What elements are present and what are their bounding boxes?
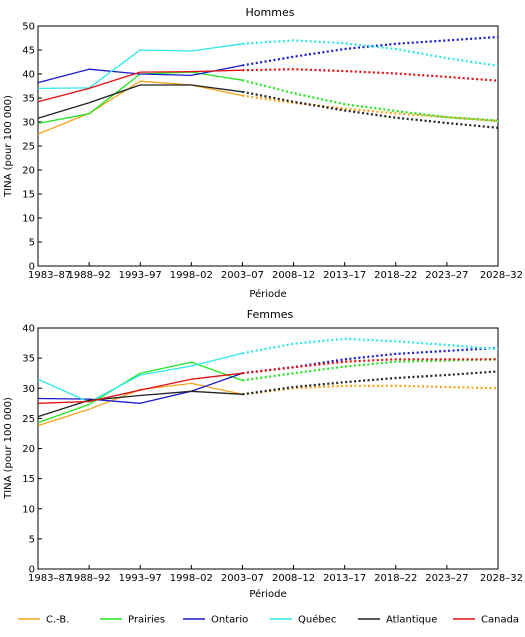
legend-label-quebec: Québec — [298, 614, 336, 626]
x-tick-label-hommes-0: 1983–87 — [28, 270, 71, 281]
y-tick-label-hommes-45: 45 — [22, 46, 35, 57]
series-ontario-observed-femmes — [37, 372, 243, 404]
legend-label-c-b: C.-B. — [46, 615, 69, 626]
x-tick-label-femmes-2: 1993–97 — [119, 573, 162, 584]
y-tick-label-hommes-40: 40 — [22, 70, 35, 81]
legend-item-canada: Canada — [453, 615, 519, 626]
legend-label-ontario: Ontario — [211, 615, 248, 626]
y-axis-femmes: 0 5 10 15 20 25 30 35 40 — [22, 324, 42, 576]
x-tick-label-femmes-5: 2008–12 — [272, 573, 315, 584]
series-prairies-observed-hommes — [37, 71, 243, 125]
legend-item-atlantique: Atlantique — [358, 615, 437, 626]
x-tick-label-femmes-4: 2003–07 — [221, 573, 264, 584]
series-atlantique-projected-femmes — [242, 370, 499, 396]
y-tick-label-femmes-10: 10 — [22, 504, 35, 515]
legend-label-canada: Canada — [481, 615, 519, 626]
panel-hommes: Hommes 0 5 10 15 20 25 30 35 40 45 50 1983–871988–… — [3, 6, 523, 300]
legend-item-prairies: Prairies — [100, 615, 165, 626]
x-tick-label-femmes-3: 1998–02 — [170, 573, 213, 584]
series-lines-femmes — [37, 337, 499, 427]
legend-label-prairies: Prairies — [128, 615, 165, 626]
y-tick-label-femmes-35: 35 — [22, 354, 35, 365]
series-prairies-projected-femmes — [242, 358, 499, 382]
x-tick-label-hommes-7: 2018–22 — [374, 270, 417, 281]
x-axis-title-hommes: Période — [249, 288, 286, 300]
y-tick-label-hommes-50: 50 — [22, 22, 35, 33]
legend: C.-B. Prairies Ontario Québec Atlantique Cana… — [18, 614, 519, 626]
series-atlantique-observed-hommes — [37, 84, 243, 119]
series-quebec-projected-femmes — [242, 337, 499, 355]
series-prairies-observed-femmes — [37, 361, 243, 424]
y-tick-label-femmes-0: 0 — [29, 565, 35, 576]
y-tick-label-hommes-35: 35 — [22, 94, 35, 105]
x-tick-label-hommes-1: 1988–92 — [68, 270, 111, 281]
y-tick-label-hommes-10: 10 — [22, 214, 35, 225]
y-axis-hommes: 0 5 10 15 20 25 30 35 40 45 50 — [22, 22, 42, 273]
series-ontario-observed-hommes — [37, 64, 243, 84]
x-tick-label-femmes-7: 2018–22 — [374, 573, 417, 584]
y-tick-label-femmes-15: 15 — [22, 474, 35, 485]
y-tick-label-hommes-5: 5 — [29, 238, 35, 249]
plot-frame-hommes — [37, 25, 499, 267]
series-c-b-observed-hommes — [37, 80, 243, 135]
y-axis-title-hommes: TINA (pour 100 000) — [3, 95, 14, 198]
x-tick-label-hommes-4: 2003–07 — [221, 270, 264, 281]
series-canada-projected-femmes — [242, 358, 498, 375]
series-lines-hommes — [37, 35, 499, 135]
series-ontario-projected-femmes — [242, 346, 499, 375]
series-canada-observed-femmes — [37, 372, 243, 404]
y-tick-label-femmes-40: 40 — [22, 324, 35, 335]
series-atlantique-observed-femmes — [37, 390, 243, 418]
x-tick-label-hommes-8: 2023–27 — [425, 270, 468, 281]
series-quebec-projected-hommes — [242, 39, 499, 67]
y-tick-label-hommes-0: 0 — [29, 262, 35, 273]
series-c-b-projected-femmes — [242, 384, 499, 396]
series-canada-projected-hommes — [242, 68, 499, 82]
x-tick-label-femmes-8: 2023–27 — [425, 573, 468, 584]
x-tick-label-hommes-3: 1998–02 — [170, 270, 213, 281]
series-prairies-projected-hommes — [242, 79, 499, 122]
y-tick-label-hommes-30: 30 — [22, 118, 35, 129]
legend-item-quebec: Québec — [270, 614, 336, 626]
x-tick-label-hommes-5: 2008–12 — [272, 270, 315, 281]
x-tick-label-hommes-2: 1993–97 — [119, 270, 162, 281]
y-tick-label-femmes-30: 30 — [22, 384, 35, 395]
x-axis-title-femmes: Période — [249, 588, 286, 600]
y-tick-label-hommes-25: 25 — [22, 142, 35, 153]
legend-item-ontario: Ontario — [183, 615, 248, 626]
series-quebec-observed-femmes — [37, 352, 243, 403]
legend-label-atlantique: Atlantique — [386, 615, 437, 626]
x-tick-label-femmes-6: 2013–17 — [323, 573, 366, 584]
y-tick-label-hommes-15: 15 — [22, 190, 35, 201]
panel-title-hommes: Hommes — [246, 6, 295, 19]
series-canada-observed-hommes — [37, 69, 243, 103]
x-tick-label-femmes-9: 2028–32 — [480, 573, 523, 584]
series-atlantique-projected-hommes — [242, 90, 499, 129]
y-axis-title-femmes: TINA (pour 100 000) — [3, 397, 14, 500]
y-tick-label-femmes-5: 5 — [29, 534, 35, 545]
plot-frame-femmes — [37, 327, 499, 570]
y-tick-label-femmes-20: 20 — [22, 444, 35, 455]
series-ontario-projected-hommes — [242, 35, 499, 67]
x-tick-label-hommes-6: 2013–17 — [323, 270, 366, 281]
x-tick-label-hommes-9: 2028–32 — [480, 270, 523, 281]
x-tick-label-femmes-0: 1983–87 — [28, 573, 71, 584]
series-quebec-observed-hommes — [37, 43, 243, 90]
legend-item-c-b: C.-B. — [18, 615, 69, 626]
y-tick-label-hommes-20: 20 — [22, 166, 35, 177]
x-tick-label-femmes-1: 1988–92 — [68, 573, 111, 584]
panel-title-femmes: Femmes — [247, 308, 294, 321]
y-tick-label-femmes-25: 25 — [22, 414, 35, 425]
